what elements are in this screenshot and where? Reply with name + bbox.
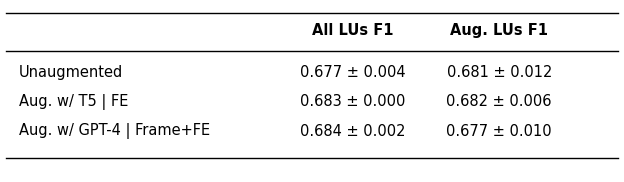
Text: All LUs F1: All LUs F1: [312, 23, 393, 37]
Text: Aug. LUs F1: Aug. LUs F1: [450, 23, 548, 37]
Text: Unaugmented: Unaugmented: [19, 65, 123, 80]
Text: 0.682 ± 0.006: 0.682 ± 0.006: [446, 94, 552, 109]
Text: 0.681 ± 0.012: 0.681 ± 0.012: [447, 65, 552, 80]
Text: Aug. w/ GPT-4 | Frame+FE: Aug. w/ GPT-4 | Frame+FE: [19, 123, 210, 139]
Text: Aug. w/ T5 | FE: Aug. w/ T5 | FE: [19, 94, 128, 110]
Text: 0.677 ± 0.010: 0.677 ± 0.010: [446, 124, 552, 139]
Text: 0.677 ± 0.004: 0.677 ± 0.004: [300, 65, 406, 80]
Text: 0.684 ± 0.002: 0.684 ± 0.002: [300, 124, 406, 139]
Text: 0.683 ± 0.000: 0.683 ± 0.000: [300, 94, 405, 109]
